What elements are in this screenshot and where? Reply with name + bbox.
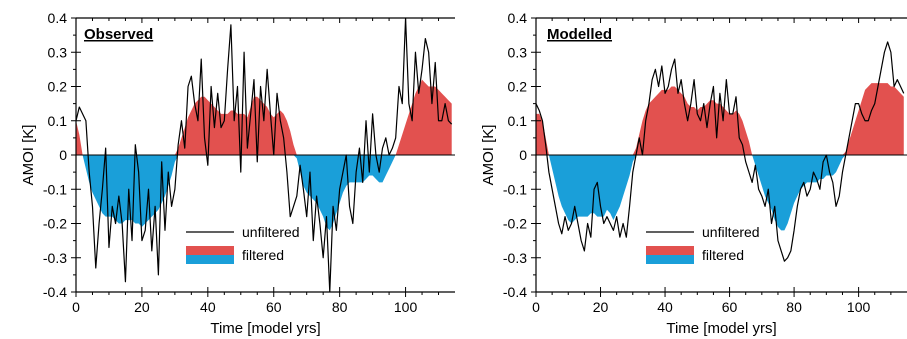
- chart-panel-observed: -0.4 -0.3 -0.2 -0.1 0 0.1 0.2 0.3 0.4 0 20 40 60 80 10…: [20, 10, 455, 337]
- x-tick-label: 20: [593, 299, 609, 315]
- x-tick-label: 0: [532, 299, 540, 315]
- chart-panel-modelled: -0.4 -0.3 -0.2 -0.1 0 0.1 0.2 0.3 0.4 0 20 40 60 80 10…: [480, 10, 907, 337]
- x-tick-label: 40: [200, 299, 216, 315]
- x-tick-label: 60: [722, 299, 738, 315]
- filtered-area-positive: [536, 83, 904, 155]
- y-tick-label: -0.3: [43, 250, 67, 266]
- x-axis-label: Time [model yrs]: [210, 320, 320, 337]
- y-tick-label: -0.2: [43, 216, 67, 232]
- x-tick-label: 80: [332, 299, 348, 315]
- filtered-area-negative: [76, 155, 452, 231]
- x-tick-label: 80: [786, 299, 802, 315]
- legend-filtered-label: filtered: [242, 247, 284, 263]
- y-tick-label: -0.4: [503, 284, 527, 300]
- y-tick-label: 0: [519, 147, 527, 163]
- y-tick-label: 0.4: [508, 10, 528, 26]
- x-tick-label: 60: [266, 299, 282, 315]
- x-tick-label: 40: [657, 299, 673, 315]
- x-tick-label: 20: [134, 299, 150, 315]
- legend: unfiltered filtered: [186, 224, 300, 264]
- x-axis-label: Time [model yrs]: [666, 320, 776, 337]
- y-tick-label: -0.4: [43, 284, 67, 300]
- legend-filtered-label: filtered: [702, 247, 744, 263]
- legend-unfiltered-label: unfiltered: [702, 224, 760, 240]
- y-tick-label: -0.1: [43, 181, 67, 197]
- legend-filtered-negative-swatch: [186, 255, 234, 264]
- unfiltered-line: [536, 41, 905, 262]
- y-tick-label: -0.3: [503, 250, 527, 266]
- panel-title: Observed: [84, 26, 153, 43]
- y-tick-label: 0.4: [48, 10, 68, 26]
- y-tick-label: 0.3: [48, 44, 68, 60]
- y-tick-label: 0.1: [508, 113, 528, 129]
- y-tick-label: 0.1: [48, 113, 68, 129]
- y-axis-label: AMOI [K]: [20, 125, 37, 186]
- legend: unfiltered filtered: [646, 224, 760, 264]
- y-tick-label: -0.2: [503, 216, 527, 232]
- filtered-area-negative: [536, 155, 904, 231]
- y-axis-label: AMOI [K]: [480, 125, 497, 186]
- unfiltered-line: [76, 18, 453, 292]
- panel-title: Modelled: [547, 26, 612, 43]
- x-tick-label: 100: [847, 299, 871, 315]
- legend-filtered-positive-swatch: [186, 246, 234, 255]
- legend-unfiltered-label: unfiltered: [242, 224, 300, 240]
- y-tick-label: 0.2: [48, 79, 68, 95]
- y-tick-label: -0.1: [503, 181, 527, 197]
- x-tick-label: 100: [394, 299, 418, 315]
- y-tick-label: 0: [59, 147, 67, 163]
- y-tick-label: 0.2: [508, 79, 528, 95]
- legend-filtered-negative-swatch: [646, 255, 694, 264]
- y-tick-label: 0.3: [508, 44, 528, 60]
- x-tick-label: 0: [72, 299, 80, 315]
- legend-filtered-positive-swatch: [646, 246, 694, 255]
